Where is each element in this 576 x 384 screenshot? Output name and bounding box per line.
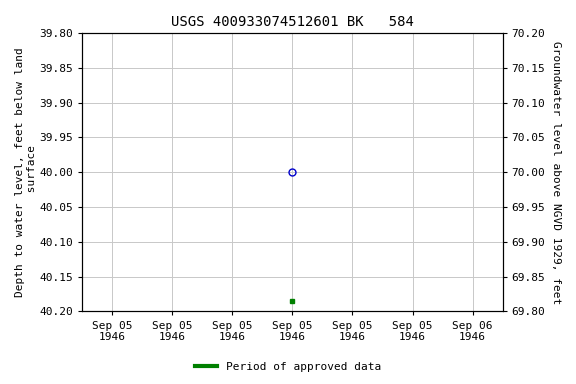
Title: USGS 400933074512601 BK   584: USGS 400933074512601 BK 584 — [171, 15, 414, 29]
Y-axis label: Groundwater level above NGVD 1929, feet: Groundwater level above NGVD 1929, feet — [551, 41, 561, 304]
Y-axis label: Depth to water level, feet below land
 surface: Depth to water level, feet below land su… — [15, 47, 37, 297]
Legend: Period of approved data: Period of approved data — [191, 358, 385, 377]
